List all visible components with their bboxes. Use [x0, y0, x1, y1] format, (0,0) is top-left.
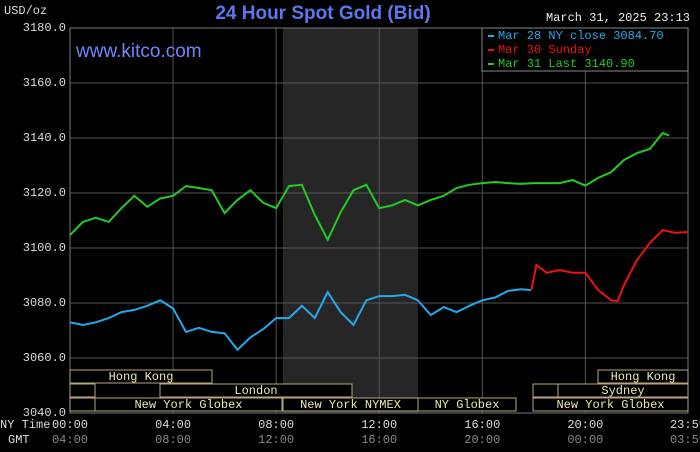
session-box [159, 383, 353, 398]
y-tick-label: 3120.0 [23, 186, 66, 200]
session-label: New York Globex [556, 398, 664, 412]
session-label: Hong Kong [611, 370, 676, 384]
timestamp: March 31, 2025 23:13 [546, 11, 690, 25]
session-box [69, 383, 96, 398]
session-box [597, 369, 689, 384]
session-box [69, 397, 96, 412]
session-label: New York Globex [134, 398, 242, 412]
legend-label: Mar 28 NY close 3084.70 [498, 29, 664, 43]
x-tick-label: 23:59 [670, 418, 700, 432]
session-box [69, 369, 213, 384]
gmt-tick-label: 12:00 [258, 433, 294, 447]
gmt-tick-label: 03:59 [670, 433, 700, 447]
gmt-tick-label: 08:00 [155, 433, 191, 447]
session-label: Sydney [601, 384, 644, 398]
session-label: NY Globex [435, 398, 500, 412]
series-line [69, 131, 670, 243]
x-tick-label: 00:00 [52, 418, 88, 432]
series-line [530, 229, 689, 303]
y-tick-label: 3100.0 [23, 241, 66, 255]
x-tick-label: 12:00 [361, 418, 397, 432]
session-label: London [234, 384, 277, 398]
y-tick-label: 3060.0 [23, 351, 66, 365]
plot-frame [69, 27, 689, 414]
gmt-tick-label: 16:00 [361, 433, 397, 447]
legend-label: Mar 30 Sunday [498, 43, 592, 57]
gmt-tick-label: 00:00 [567, 433, 603, 447]
session-shade [283, 28, 418, 413]
unit-label: USD/oz [4, 4, 47, 18]
session-box [532, 397, 689, 412]
y-tick-label: 3160.0 [23, 76, 66, 90]
y-tick-label: 3080.0 [23, 296, 66, 310]
x-tick-label: 20:00 [567, 418, 603, 432]
session-label: Hong Kong [109, 370, 174, 384]
x-tick-label: 04:00 [155, 418, 191, 432]
legend-label: Mar 31 Last 3140.90 [498, 57, 635, 71]
session-box [532, 383, 559, 398]
series-line [69, 288, 532, 352]
x-row-label: GMT [8, 433, 30, 447]
session-box [557, 383, 689, 398]
x-tick-label: 16:00 [464, 418, 500, 432]
chart-title: 24 Hour Spot Gold (Bid) [215, 3, 430, 24]
y-tick-label: 3040.0 [23, 406, 66, 420]
gmt-tick-label: 20:00 [464, 433, 500, 447]
x-row-label: NY Time [0, 418, 50, 432]
session-box [94, 397, 283, 412]
y-tick-label: 3180.0 [23, 21, 66, 35]
gmt-tick-label: 04:00 [52, 433, 88, 447]
watermark: www.kitco.com [75, 41, 202, 62]
y-tick-label: 3140.0 [23, 131, 66, 145]
x-tick-label: 08:00 [258, 418, 294, 432]
session-box [417, 397, 517, 412]
session-label: New York NYMEX [300, 398, 401, 412]
legend-box [481, 27, 689, 72]
